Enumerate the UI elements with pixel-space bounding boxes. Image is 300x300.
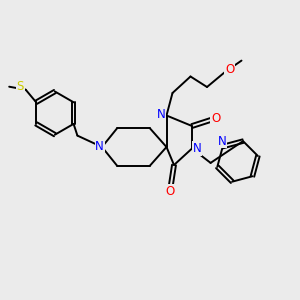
Text: O: O bbox=[211, 112, 220, 125]
Text: S: S bbox=[16, 80, 24, 93]
Text: O: O bbox=[225, 62, 234, 76]
Text: N: N bbox=[157, 107, 166, 121]
Text: N: N bbox=[193, 142, 202, 155]
Text: N: N bbox=[95, 140, 104, 154]
Text: O: O bbox=[166, 184, 175, 198]
Text: N: N bbox=[218, 135, 226, 148]
